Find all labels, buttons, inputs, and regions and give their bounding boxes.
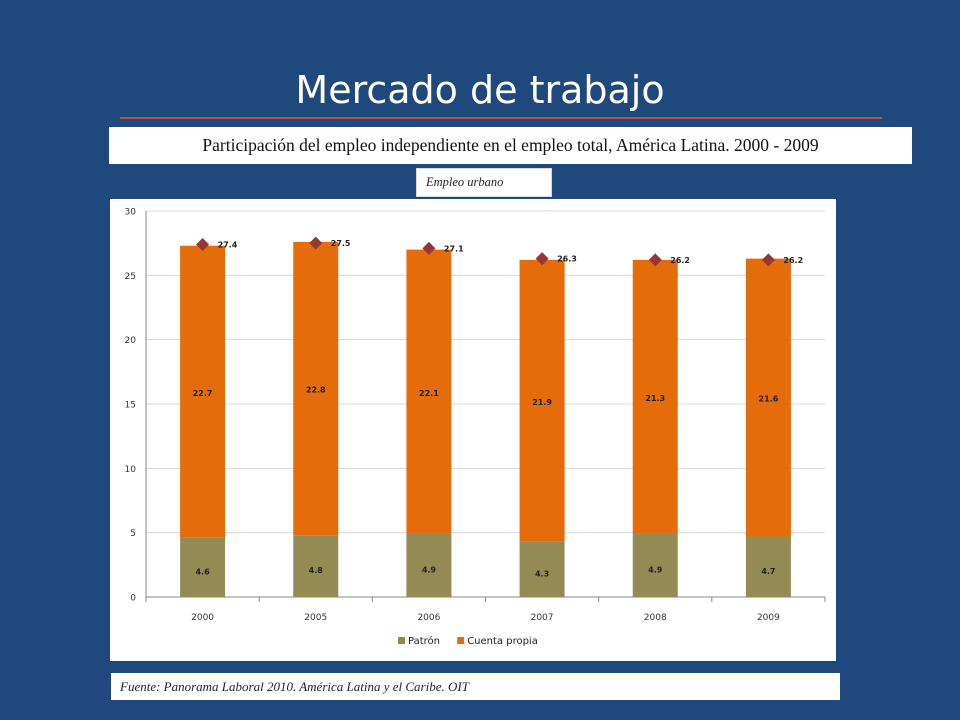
- total-marker-2008: [648, 253, 662, 267]
- bar-cuenta-propia-2009: [745, 258, 791, 537]
- source-note: Fuente: Panorama Laboral 2010. América L…: [111, 673, 840, 700]
- data-label-cuenta-propia: 21.6: [759, 395, 779, 404]
- chart-subtitle: Participación del empleo independiente e…: [109, 127, 912, 164]
- bar-patron-2008: [632, 533, 678, 597]
- x-tick-label: 2005: [304, 613, 327, 623]
- bar-patron-2006: [406, 533, 452, 597]
- y-tick-label: 10: [125, 465, 137, 475]
- slide-title: Mercado de trabajo: [295, 68, 665, 112]
- legend-swatch-cuenta-propia: [457, 637, 465, 644]
- data-label-patron: 4.6: [195, 567, 210, 576]
- y-tick-label: 20: [125, 336, 137, 346]
- data-label-total: 27.4: [218, 240, 238, 249]
- total-marker-2007: [535, 252, 549, 266]
- data-label-patron: 4.9: [422, 565, 437, 574]
- stacked-bar-chart: 0 5 10 15 20 25 30 4.6 22.7 27.4 2000 4.8 22.8 27.5 20…: [125, 208, 826, 647]
- data-label-total: 27.5: [331, 239, 351, 248]
- total-marker-2006: [422, 241, 436, 255]
- total-marker-2000: [196, 237, 210, 251]
- x-tick-label: 2007: [531, 613, 554, 623]
- legend-label-patron: Patrón: [408, 635, 440, 647]
- total-marker-2005: [309, 236, 323, 250]
- y-tick-label: 0: [130, 594, 136, 604]
- data-label-cuenta-propia: 22.8: [306, 386, 326, 395]
- bar-cuenta-propia-2006: [406, 249, 452, 534]
- bar-patron-2000: [180, 537, 226, 597]
- bar-cuenta-propia-2005: [293, 241, 339, 536]
- data-label-total: 26.3: [557, 255, 577, 264]
- data-label-total: 26.2: [783, 256, 803, 265]
- x-tick-label: 2009: [757, 613, 780, 623]
- x-tick-label: 2000: [191, 613, 214, 623]
- bar-cuenta-propia-2000: [180, 245, 226, 538]
- data-label-cuenta-propia: 21.9: [532, 398, 552, 407]
- data-label-total: 27.1: [444, 244, 464, 253]
- legend-label-cuenta-propia: Cuenta propia: [467, 636, 538, 647]
- bar-patron-2009: [745, 536, 791, 597]
- data-label-total: 26.2: [670, 256, 690, 265]
- chart-container: 0 5 10 15 20 25 30 4.6 22.7 27.4 2000 4.8 22.8 27.5 20…: [110, 199, 836, 661]
- data-label-patron: 4.8: [309, 566, 324, 575]
- y-tick-label: 30: [125, 208, 137, 218]
- bar-cuenta-propia-2007: [519, 259, 565, 542]
- bar-patron-2005: [293, 535, 339, 597]
- x-tick-label: 2008: [644, 613, 667, 623]
- data-label-patron: 4.7: [761, 567, 775, 576]
- data-label-patron: 4.9: [648, 565, 663, 574]
- data-label-cuenta-propia: 21.3: [645, 394, 665, 403]
- empleo-urbano-tag: Empleo urbano: [416, 168, 552, 197]
- bar-cuenta-propia-2008: [632, 259, 678, 534]
- data-label-patron: 4.3: [535, 569, 549, 578]
- bar-patron-2007: [519, 541, 565, 597]
- y-tick-label: 15: [125, 401, 136, 411]
- legend-swatch-patron: [398, 637, 405, 644]
- y-tick-label: 25: [125, 272, 136, 282]
- title-divider: [120, 117, 882, 119]
- y-tick-label: 5: [130, 529, 136, 539]
- data-label-cuenta-propia: 22.1: [419, 389, 439, 398]
- total-marker-2009: [761, 253, 775, 267]
- data-label-cuenta-propia: 22.7: [193, 389, 213, 398]
- x-tick-label: 2006: [417, 613, 440, 623]
